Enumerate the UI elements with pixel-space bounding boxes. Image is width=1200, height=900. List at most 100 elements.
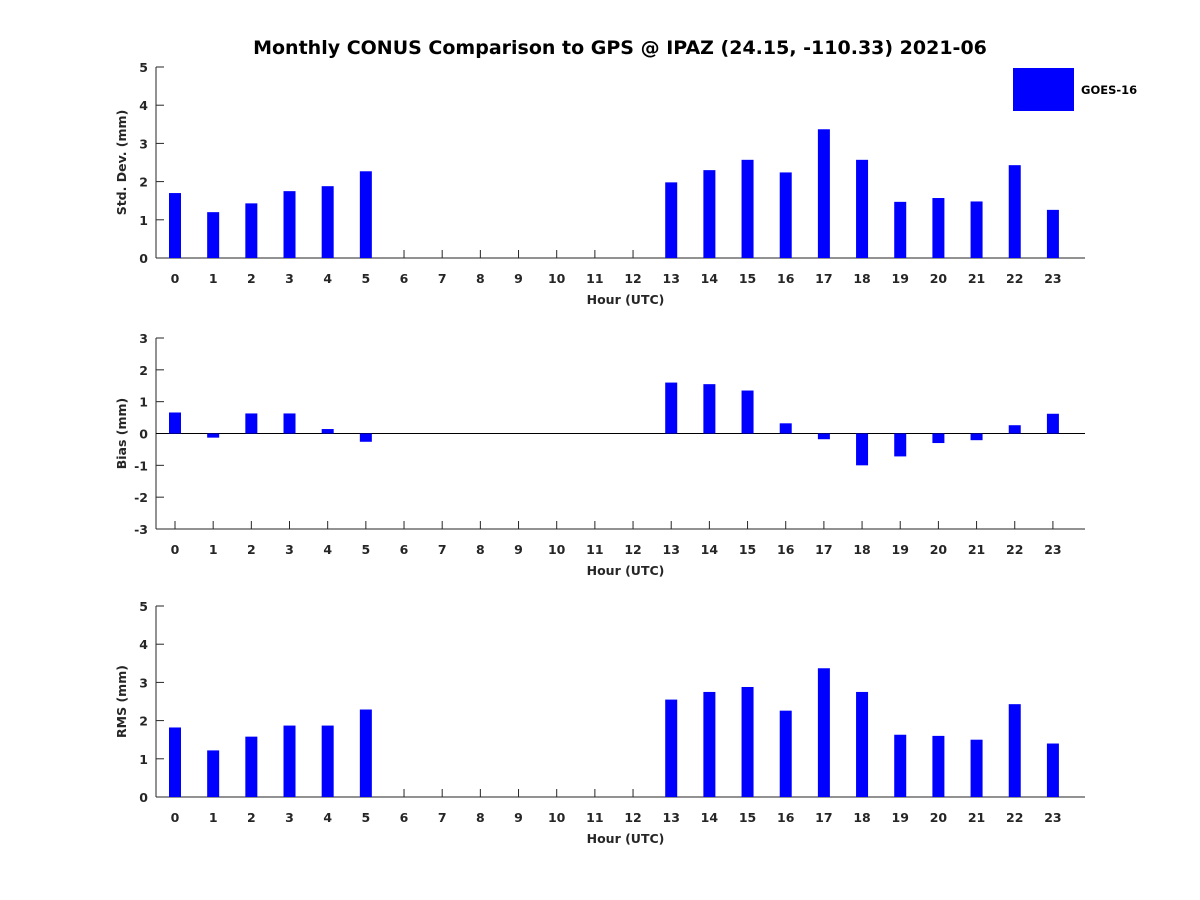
panel0-bar — [741, 159, 754, 258]
panel2-xtick-label: 6 — [400, 810, 409, 825]
panel0-xtick-label: 5 — [361, 271, 370, 286]
panel2-xtick-label: 2 — [247, 810, 256, 825]
panel1-bar — [245, 413, 258, 434]
panel1-xtick-label: 3 — [285, 542, 294, 557]
panel0-xtick-label: 11 — [586, 271, 603, 286]
panel0-bar — [321, 186, 334, 258]
panel0-xtick-label: 23 — [1044, 271, 1061, 286]
panel2-xtick-label: 10 — [548, 810, 566, 825]
panel0-xtick-label: 21 — [968, 271, 985, 286]
panel0-ytick-label: 1 — [139, 213, 148, 228]
panel0-bar — [1046, 209, 1059, 258]
panel2-xtick-label: 11 — [586, 810, 603, 825]
panel2-bar — [741, 686, 754, 797]
panel1-bar — [359, 433, 372, 442]
panel2-bar — [321, 725, 334, 797]
panel2-xtick-label: 0 — [171, 810, 180, 825]
panel0-ytick-label: 5 — [139, 60, 148, 75]
panel2-bar — [970, 739, 983, 797]
panel1-ytick-label: -3 — [134, 522, 148, 537]
panel1-bar — [1008, 425, 1021, 434]
panel1-xtick-label: 10 — [548, 542, 566, 557]
panel1-ytick-label: 0 — [139, 427, 148, 442]
panel0-xtick-label: 6 — [400, 271, 409, 286]
panel1-bar — [1046, 413, 1059, 434]
panel1-xtick-label: 15 — [739, 542, 756, 557]
panel0-xtick-label: 3 — [285, 271, 294, 286]
panel2-xtick-label: 1 — [209, 810, 218, 825]
panel0-xtick-label: 0 — [171, 271, 180, 286]
panel1-xtick-label: 16 — [777, 542, 795, 557]
panel1-ytick-label: 3 — [139, 331, 148, 346]
panel1-xtick-label: 18 — [853, 542, 870, 557]
panel2-xtick-label: 21 — [968, 810, 985, 825]
panel1-bar — [321, 429, 334, 434]
panel2-xtick-label: 17 — [815, 810, 832, 825]
panel1-xtick-label: 2 — [247, 542, 256, 557]
panel1-xtick-label: 0 — [171, 542, 180, 557]
panel1-ytick-label: 1 — [139, 395, 148, 410]
panel2-bar — [1046, 743, 1059, 797]
panel0-ylabel: Std. Dev. (mm) — [114, 110, 129, 216]
panel1-xtick-label: 19 — [892, 542, 909, 557]
panel2-ytick-label: 2 — [139, 714, 148, 729]
panel2-bar — [245, 736, 258, 797]
panel2-bar — [779, 710, 792, 797]
panel2-xtick-label: 23 — [1044, 810, 1061, 825]
panel2-bar — [169, 727, 181, 797]
panel1-bar — [283, 413, 296, 434]
panel0-bar — [817, 129, 830, 258]
panel2-bar — [894, 734, 907, 797]
panel0-xtick-label: 12 — [624, 271, 641, 286]
panel2-xtick-label: 12 — [624, 810, 641, 825]
panel0-bar — [245, 203, 258, 258]
panel2-xtick-label: 20 — [930, 810, 948, 825]
panel1-bar — [169, 412, 181, 434]
panel0-bar — [856, 159, 869, 258]
panel1-bar — [665, 382, 678, 434]
panel1-ytick-label: -2 — [134, 490, 148, 505]
panel2-bar — [856, 691, 869, 797]
panel2-xtick-label: 7 — [438, 810, 447, 825]
panel2-xtick-label: 3 — [285, 810, 294, 825]
panel1-bar — [207, 433, 220, 438]
panel1-xlabel: Hour (UTC) — [587, 563, 665, 578]
panel2-xtick-label: 19 — [892, 810, 909, 825]
panel1-xtick-label: 9 — [514, 542, 523, 557]
legend-label: GOES-16 — [1081, 83, 1137, 97]
panel1-xtick-label: 23 — [1044, 542, 1061, 557]
panel2-xtick-label: 5 — [361, 810, 370, 825]
panel0-bar — [970, 201, 983, 258]
panel2-xtick-label: 15 — [739, 810, 756, 825]
panel1-ytick-label: -1 — [134, 458, 148, 473]
panel2-ytick-label: 4 — [139, 637, 148, 652]
panel1-xtick-label: 17 — [815, 542, 832, 557]
panel0-xtick-label: 16 — [777, 271, 795, 286]
panel0-bar — [283, 191, 296, 258]
chart-title: Monthly CONUS Comparison to GPS @ IPAZ (… — [253, 37, 987, 59]
panel1-xtick-label: 6 — [400, 542, 409, 557]
panel0-bar — [779, 172, 792, 258]
panel1-bar — [856, 433, 869, 466]
panel2-bar — [932, 735, 945, 797]
panel1-xtick-label: 14 — [701, 542, 719, 557]
panel2-bar — [207, 750, 220, 797]
panel1-xtick-label: 21 — [968, 542, 985, 557]
panel2-bar — [359, 709, 372, 797]
panel1-xtick-label: 1 — [209, 542, 218, 557]
panel1-bar — [779, 423, 792, 434]
panel0-bar — [207, 212, 220, 258]
panel0-xtick-label: 2 — [247, 271, 256, 286]
panel0-bar — [665, 182, 678, 258]
panel2-xtick-label: 9 — [514, 810, 523, 825]
panel1-xtick-label: 13 — [663, 542, 680, 557]
panel0-xtick-label: 22 — [1006, 271, 1023, 286]
panel2-xtick-label: 16 — [777, 810, 795, 825]
panel1-ylabel: Bias (mm) — [114, 398, 129, 470]
panel0-xtick-label: 14 — [701, 271, 719, 286]
panel1-xtick-label: 12 — [624, 542, 641, 557]
